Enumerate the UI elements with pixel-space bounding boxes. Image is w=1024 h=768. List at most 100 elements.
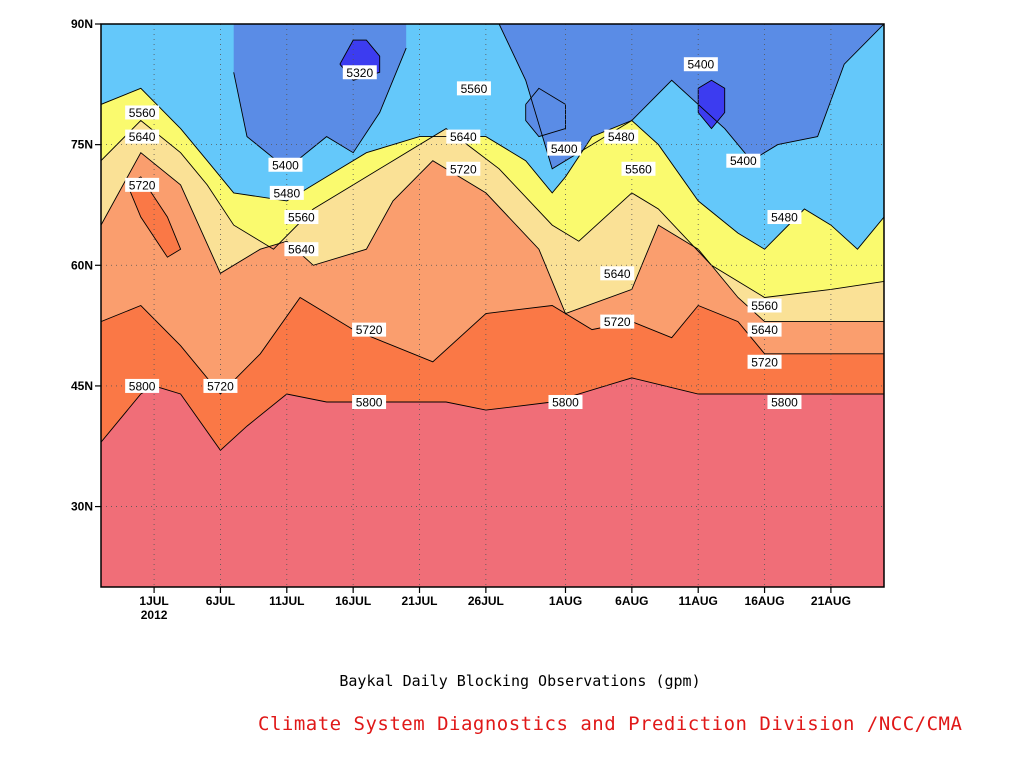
contour-label-bg	[548, 395, 583, 410]
contour-label-11: 5560	[621, 161, 656, 176]
contour-label-bg	[747, 354, 782, 369]
contour-label-15: 5640	[446, 129, 481, 144]
contour-line-5480-4	[101, 87, 884, 250]
contour-label-5: 5480	[269, 185, 304, 200]
x-tick-label: 16JUL	[335, 594, 371, 608]
contour-label-7: 5480	[767, 210, 802, 225]
contour-label-13: 5640	[125, 129, 160, 144]
chart-title: Baykal Daily Blocking Observations (gpm)	[339, 672, 701, 690]
x-tick-label: 1AUG	[549, 594, 582, 608]
contour-label-text: 5640	[129, 130, 156, 144]
x-tick-sublabel: 2012	[141, 608, 168, 622]
contour-label-bg	[352, 395, 387, 410]
plot-frame	[100, 23, 885, 588]
contour-label-bg	[125, 378, 160, 393]
contour-label-bg	[284, 210, 319, 225]
contour-label-bg	[352, 322, 387, 337]
contour-label-text: 5800	[552, 396, 579, 410]
fill-closed-5400-0	[525, 88, 566, 137]
y-tick-label: 75N	[71, 138, 93, 152]
contour-label-2: 5400	[547, 141, 582, 156]
contour-label-text: 5400	[551, 142, 578, 156]
contour-label-8: 5560	[125, 105, 160, 120]
contour-label-text: 5560	[751, 299, 778, 313]
source-credit: Climate System Diagnostics and Predictio…	[258, 713, 963, 735]
contour-label-bg	[747, 298, 782, 313]
contour-label-text: 5640	[288, 243, 315, 257]
contour-label-22: 5720	[600, 314, 635, 329]
contour-line-5320-8	[339, 39, 381, 81]
x-tick-label: 1JUL	[139, 594, 168, 608]
contour-label-bg	[767, 395, 802, 410]
contour-label-text: 5560	[129, 106, 156, 120]
x-tick-label: 21AUG	[811, 594, 851, 608]
contour-label-bg	[268, 157, 303, 172]
contour-label-bg	[621, 161, 656, 176]
contour-label-text: 5480	[273, 186, 300, 200]
x-tick-label: 6JUL	[206, 594, 235, 608]
contour-label-text: 5640	[450, 130, 477, 144]
y-tick-label: 45N	[71, 379, 93, 393]
contour-label-21: 5720	[446, 161, 481, 176]
contour-label-25: 5800	[352, 395, 387, 410]
contour-label-3: 5400	[683, 57, 718, 72]
contour-label-14: 5640	[284, 242, 319, 257]
contour-label-text: 5640	[751, 323, 778, 337]
x-tick-label: 26JUL	[468, 594, 504, 608]
contour-line-5400-5	[233, 47, 407, 170]
contour-label-bg	[747, 322, 782, 337]
contour-line-5720-10	[127, 176, 182, 258]
contour-label-text: 5480	[608, 130, 635, 144]
contour-label-bg	[767, 210, 802, 225]
x-tick-label: 11JUL	[269, 594, 304, 608]
contour-label-23: 5720	[747, 354, 782, 369]
fill-closed-5720-0	[127, 176, 181, 258]
contour-label-bg	[342, 65, 377, 80]
contour-label-bg	[125, 177, 160, 192]
y-tick-label: 60N	[71, 258, 93, 272]
contour-label-12: 5560	[747, 298, 782, 313]
contour-line-5640-2	[101, 152, 884, 323]
x-tick-label: 6AUG	[615, 594, 648, 608]
x-tick-label: 21JUL	[401, 594, 437, 608]
contour-label-bg	[456, 81, 491, 96]
contour-label-bg	[600, 314, 635, 329]
contour-label-9: 5560	[284, 210, 319, 225]
contour-label-1: 5400	[268, 157, 303, 172]
contour-label-text: 5720	[207, 379, 234, 393]
contour-label-bg	[446, 129, 481, 144]
contour-label-bg	[125, 129, 160, 144]
fill-above-5800	[101, 377, 884, 587]
contour-label-bg	[446, 161, 481, 176]
contour-label-layer: 5320 5400 5400 5400 5400 5480 5480 5480 5560 5560…	[125, 57, 802, 410]
contour-label-bg	[203, 378, 238, 393]
contour-label-bg	[284, 242, 319, 257]
contour-label-text: 5720	[751, 355, 778, 369]
contour-label-16: 5640	[600, 266, 635, 281]
x-tick-label: 11AUG	[679, 594, 718, 608]
contour-label-17: 5640	[747, 322, 782, 337]
contour-line-5320-9	[697, 79, 726, 130]
contour-label-text: 5720	[604, 315, 631, 329]
y-tick-label: 30N	[71, 500, 93, 514]
contour-label-20: 5720	[352, 322, 387, 337]
contour-label-4: 5400	[726, 153, 761, 168]
contour-label-bg	[604, 129, 639, 144]
contour-label-27: 5800	[767, 395, 802, 410]
contour-label-text: 5800	[356, 396, 383, 410]
contour-label-text: 5720	[356, 323, 383, 337]
contour-label-text: 5800	[129, 379, 156, 393]
contour-label-text: 5640	[604, 267, 631, 281]
contour-label-text: 5560	[625, 162, 652, 176]
contour-label-bg	[125, 105, 160, 120]
contour-label-bg	[600, 266, 635, 281]
contour-label-text: 5480	[771, 211, 798, 225]
contour-label-text: 5400	[272, 158, 299, 172]
contour-label-text: 5560	[288, 211, 315, 225]
contour-label-bg	[547, 141, 582, 156]
contour-label-text: 5400	[730, 154, 757, 168]
contour-label-bg	[726, 153, 761, 168]
contour-label-text: 5800	[771, 396, 798, 410]
